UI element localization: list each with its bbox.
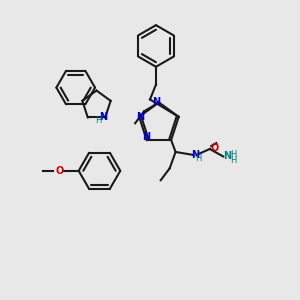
Text: H: H	[95, 116, 102, 125]
Text: O: O	[55, 166, 64, 176]
Text: N: N	[142, 132, 151, 142]
Text: N: N	[224, 152, 232, 161]
Text: N: N	[191, 150, 199, 160]
Text: N: N	[99, 112, 107, 122]
Text: H: H	[230, 150, 237, 159]
Text: H: H	[230, 156, 237, 165]
Text: N: N	[136, 112, 145, 122]
Text: N: N	[152, 98, 160, 107]
Text: O: O	[210, 142, 218, 152]
Text: H: H	[195, 154, 201, 163]
